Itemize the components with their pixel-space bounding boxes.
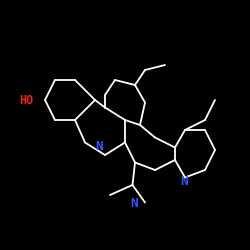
Text: HO: HO	[20, 94, 34, 106]
Text: N: N	[130, 197, 138, 210]
Text: N: N	[95, 140, 102, 153]
Text: N: N	[180, 175, 188, 188]
